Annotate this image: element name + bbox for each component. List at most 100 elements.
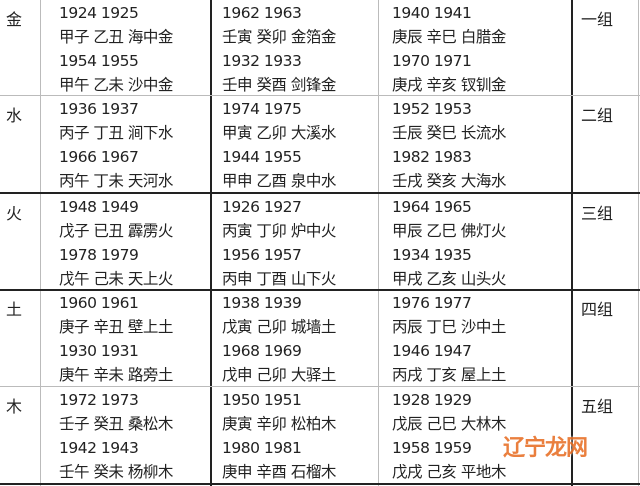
element-label: 水	[6, 106, 23, 125]
years-line: 1938 1939	[222, 294, 302, 312]
column-divider	[571, 0, 573, 486]
nayin-cell: 1964 1965 甲辰 乙巳 佛灯火 1934 1935 甲戌 乙亥 山头火	[392, 195, 506, 291]
column-divider	[378, 0, 379, 486]
ganzhi-nayin-line: 甲子 乙丑 海中金	[59, 28, 173, 46]
years-line: 1970 1971	[392, 52, 472, 70]
ganzhi-nayin-line: 壬申 癸酉 剑锋金	[222, 76, 336, 94]
ganzhi-nayin-line: 甲午 乙未 沙中金	[59, 76, 173, 94]
years-line: 1928 1929	[392, 391, 472, 409]
table-row: 土 1960 1961 庚子 辛丑 壁上土 1930 1931 庚午 辛未 路旁土 193…	[0, 290, 640, 386]
column-divider	[210, 0, 212, 486]
nayin-cell: 1936 1937 丙子 丁丑 涧下水 1966 1967 丙午 丁未 天河水	[59, 97, 173, 193]
ganzhi-nayin-line: 庚子 辛丑 壁上土	[59, 318, 173, 336]
ganzhi-nayin-line: 壬寅 癸卯 金箔金	[222, 28, 336, 46]
row-divider	[0, 483, 640, 485]
row-divider	[0, 95, 640, 96]
ganzhi-nayin-line: 戊申 己卯 大驿土	[222, 366, 336, 384]
ganzhi-nayin-line: 壬子 癸丑 桑松木	[59, 415, 173, 433]
ganzhi-nayin-line: 丙戌 丁亥 屋上土	[392, 366, 506, 384]
years-line: 1966 1967	[59, 148, 139, 166]
ganzhi-nayin-line: 庚辰 辛巳 白腊金	[392, 28, 506, 46]
years-line: 1930 1931	[59, 342, 139, 360]
years-line: 1972 1973	[59, 391, 139, 409]
nayin-cell: 1924 1925 甲子 乙丑 海中金 1954 1955 甲午 乙未 沙中金	[59, 1, 173, 97]
years-line: 1976 1977	[392, 294, 472, 312]
ganzhi-nayin-line: 庚申 辛酉 石榴木	[222, 463, 336, 481]
nayin-cell: 1938 1939 戊寅 己卯 城墙土 1968 1969 戊申 己卯 大驿土	[222, 291, 336, 387]
years-line: 1978 1979	[59, 246, 139, 264]
ganzhi-nayin-line: 庚戌 辛亥 钗钏金	[392, 76, 506, 94]
table-row: 金 1924 1925 甲子 乙丑 海中金 1954 1955 甲午 乙未 沙中金 196…	[0, 0, 640, 96]
ganzhi-nayin-line: 壬午 癸未 杨柳木	[59, 463, 173, 481]
table-row: 火 1948 1949 戊子 已丑 霹雳火 1978 1979 戊午 己未 天上火 192…	[0, 194, 640, 290]
ganzhi-nayin-line: 庚寅 辛卯 松柏木	[222, 415, 336, 433]
ganzhi-nayin-line: 戊戌 己亥 平地木	[392, 463, 506, 481]
years-line: 1926 1927	[222, 198, 302, 216]
ganzhi-nayin-line: 戊午 己未 天上火	[59, 270, 173, 288]
row-divider	[0, 289, 640, 291]
years-line: 1952 1953	[392, 100, 472, 118]
nayin-cell: 1940 1941 庚辰 辛巳 白腊金 1970 1971 庚戌 辛亥 钗钏金	[392, 1, 506, 97]
nayin-cell: 1928 1929 戊辰 己巳 大林木 1958 1959 戊戌 己亥 平地木	[392, 388, 506, 484]
ganzhi-nayin-line: 庚午 辛未 路旁土	[59, 366, 173, 384]
row-divider	[0, 386, 640, 387]
element-label: 土	[6, 300, 23, 319]
group-label: 一组	[581, 10, 614, 29]
group-label: 三组	[581, 204, 614, 223]
ganzhi-nayin-line: 甲戌 乙亥 山头火	[392, 270, 506, 288]
years-line: 1944 1955	[222, 148, 302, 166]
years-line: 1962 1963	[222, 4, 302, 22]
group-label: 二组	[581, 106, 614, 125]
nayin-cell: 1952 1953 壬辰 癸巳 长流水 1982 1983 壬戌 癸亥 大海水	[392, 97, 506, 193]
years-line: 1960 1961	[59, 294, 139, 312]
years-line: 1974 1975	[222, 100, 302, 118]
group-label: 四组	[581, 300, 614, 319]
ganzhi-nayin-line: 丙寅 丁卯 炉中火	[222, 222, 336, 240]
nayin-cell: 1972 1973 壬子 癸丑 桑松木 1942 1943 壬午 癸未 杨柳木	[59, 388, 173, 484]
nayin-cell: 1950 1951 庚寅 辛卯 松柏木 1980 1981 庚申 辛酉 石榴木	[222, 388, 336, 484]
years-line: 1942 1943	[59, 439, 139, 457]
element-label: 金	[6, 10, 23, 29]
watermark-logo: 辽宁龙网	[503, 436, 588, 461]
nayin-cell: 1926 1927 丙寅 丁卯 炉中火 1956 1957 丙申 丁酉 山下火	[222, 195, 336, 291]
ganzhi-nayin-line: 丙子 丁丑 涧下水	[59, 124, 173, 142]
years-line: 1968 1969	[222, 342, 302, 360]
ganzhi-nayin-line: 丙午 丁未 天河水	[59, 172, 173, 190]
years-line: 1982 1983	[392, 148, 472, 166]
ganzhi-nayin-line: 丙辰 丁巳 沙中土	[392, 318, 506, 336]
ganzhi-nayin-line: 戊辰 己巳 大林木	[392, 415, 506, 433]
element-label: 木	[6, 397, 23, 416]
years-line: 1936 1937	[59, 100, 139, 118]
ganzhi-nayin-line: 壬戌 癸亥 大海水	[392, 172, 506, 190]
group-label: 五组	[581, 397, 614, 416]
column-divider	[40, 0, 41, 486]
years-line: 1964 1965	[392, 198, 472, 216]
years-line: 1958 1959	[392, 439, 472, 457]
row-divider	[0, 192, 640, 194]
table-row: 水 1936 1937 丙子 丁丑 涧下水 1966 1967 丙午 丁未 天河水 197…	[0, 96, 640, 192]
ganzhi-nayin-line: 甲辰 乙巳 佛灯火	[392, 222, 506, 240]
ganzhi-nayin-line: 戊寅 己卯 城墙土	[222, 318, 336, 336]
ganzhi-nayin-line: 丙申 丁酉 山下火	[222, 270, 336, 288]
ganzhi-nayin-line: 甲申 乙酉 泉中水	[222, 172, 336, 190]
years-line: 1950 1951	[222, 391, 302, 409]
years-line: 1956 1957	[222, 246, 302, 264]
nayin-cell: 1962 1963 壬寅 癸卯 金箔金 1932 1933 壬申 癸酉 剑锋金	[222, 1, 336, 97]
years-line: 1980 1981	[222, 439, 302, 457]
years-line: 1954 1955	[59, 52, 139, 70]
column-divider	[638, 0, 639, 486]
years-line: 1948 1949	[59, 198, 139, 216]
nayin-cell: 1948 1949 戊子 已丑 霹雳火 1978 1979 戊午 己未 天上火	[59, 195, 173, 291]
years-line: 1946 1947	[392, 342, 472, 360]
nayin-cell: 1974 1975 甲寅 乙卯 大溪水 1944 1955 甲申 乙酉 泉中水	[222, 97, 336, 193]
years-line: 1924 1925	[59, 4, 139, 22]
years-line: 1932 1933	[222, 52, 302, 70]
element-label: 火	[6, 204, 23, 223]
ganzhi-nayin-line: 甲寅 乙卯 大溪水	[222, 124, 336, 142]
years-line: 1934 1935	[392, 246, 472, 264]
nayin-cell: 1960 1961 庚子 辛丑 壁上土 1930 1931 庚午 辛未 路旁土	[59, 291, 173, 387]
nayin-cell: 1976 1977 丙辰 丁巳 沙中土 1946 1947 丙戌 丁亥 屋上土	[392, 291, 506, 387]
table-row: 木 1972 1973 壬子 癸丑 桑松木 1942 1943 壬午 癸未 杨柳木 195…	[0, 387, 640, 483]
years-line: 1940 1941	[392, 4, 472, 22]
ganzhi-nayin-line: 戊子 已丑 霹雳火	[59, 222, 173, 240]
